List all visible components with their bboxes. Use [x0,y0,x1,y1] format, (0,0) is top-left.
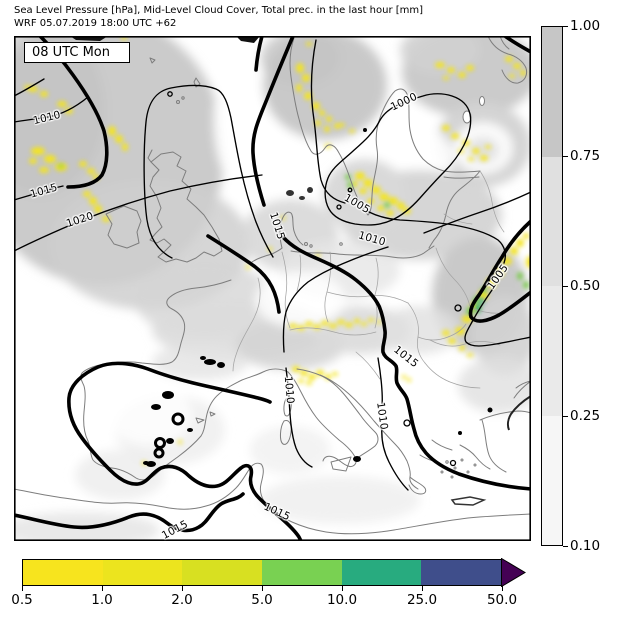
colorbar-segment [182,560,263,585]
cloud-cover-colorbar [541,26,563,546]
map-frame [14,36,531,541]
colorbar-segment [23,560,103,585]
colorbar-tick [563,26,568,28]
colorbar-segment [542,27,562,157]
isobars-thin [14,39,531,491]
tick-label: 0.25 [570,408,601,424]
precip-colorbar-overflow-arrow [501,558,526,587]
colorbar-segment [262,560,342,585]
contour-rings [167,91,462,467]
colorbar-segment [542,415,562,545]
title-line1: Sea Level Pressure [hPa], Mid-Level Clou… [14,5,424,16]
precip-colorbar [22,559,502,586]
colorbar-tick [563,156,568,158]
colorbar-segment [542,156,562,286]
colorbar-segment [341,560,422,585]
tick-label: 1.00 [570,18,601,34]
figure-title: Sea Level Pressure [hPa], Mid-Level Clou… [14,5,423,30]
colorbar-tick [563,286,568,288]
colorbar-tick [102,586,104,591]
tick-label: 0.50 [570,278,601,294]
colorbar-tick [502,586,504,591]
colorbar-tick [422,586,424,591]
tick-label: 0.75 [570,148,601,164]
europe-weather-map [14,36,531,541]
colorbar-tick [563,546,568,548]
colorbar-segment [421,560,502,585]
isobars-thick [14,36,531,541]
crete-coast [450,496,487,506]
tick-label: 0.5 [11,592,33,608]
tick-label: 10.0 [326,592,358,608]
colorbar-tick [182,586,184,591]
title-line2: WRF 05.07.2019 18:00 UTC +62 [14,17,177,29]
colorbar-tick [22,586,24,591]
colorbar-tick [342,586,344,591]
colorbar-segment [542,286,562,416]
valid-time-stamp: 08 UTC Mon [24,42,130,63]
tick-label: 25.0 [406,592,438,608]
tick-label: 5.0 [251,592,273,608]
tick-label: 1.0 [91,592,113,608]
coastlines [14,36,531,535]
tick-label: 0.10 [570,538,601,554]
colorbar-tick [262,586,264,591]
marmara-coast [506,395,531,431]
tick-label: 2.0 [171,592,193,608]
colorbar-segment [102,560,183,585]
tick-label: 50.0 [486,592,518,608]
colorbar-tick [563,416,568,418]
